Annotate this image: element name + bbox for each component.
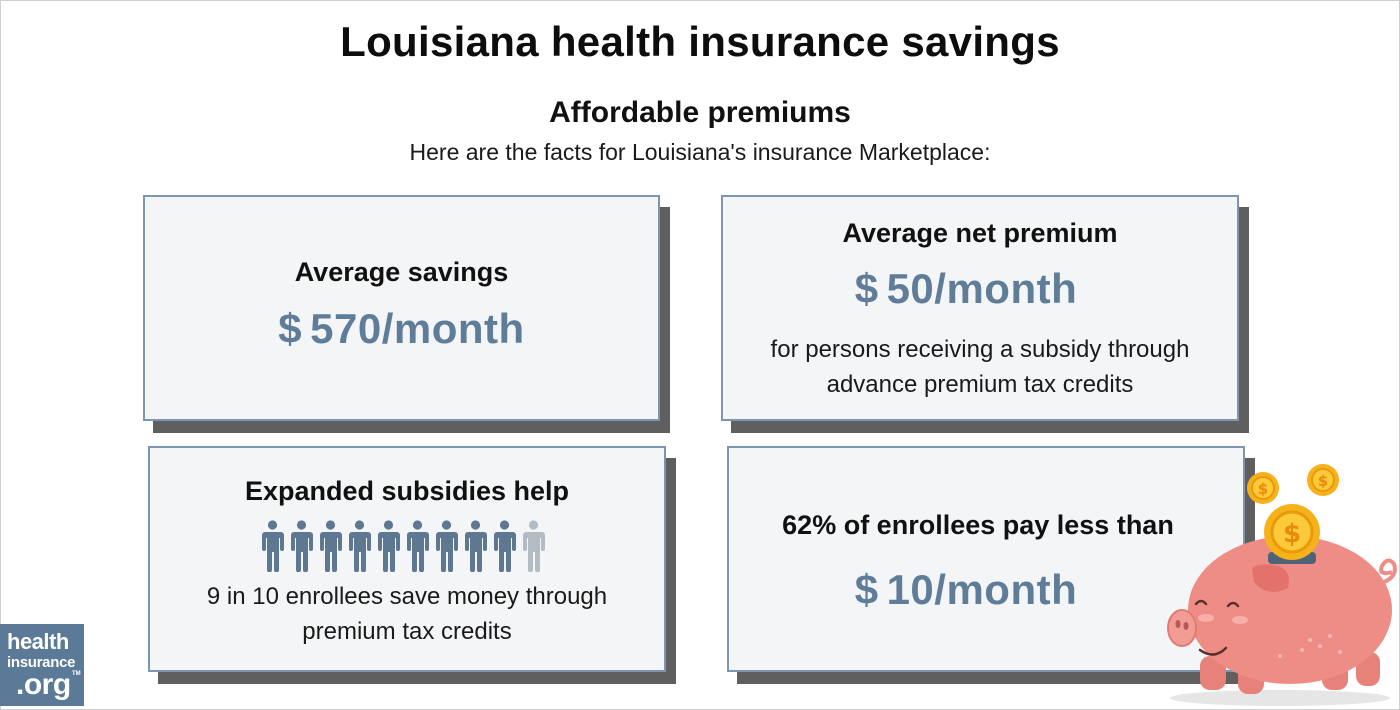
person-icon [320,520,342,572]
currency-symbol: $ [854,566,879,613]
person-icon [291,520,313,572]
person-icon [262,520,284,572]
pig-snout [1167,609,1197,647]
person-icon [407,520,429,572]
person-icon [349,520,371,572]
average-net-premium-heading: Average net premium [842,218,1118,248]
net-premium-description-line-1: for persons receiving a subsidy through [770,336,1190,363]
enrollees-amount: 10/month [886,566,1078,613]
logo-line-3: .org [16,668,71,701]
logo-trademark: TM [72,671,81,677]
subsidies-description-line-1: 9 in 10 enrollees save money through [206,583,608,610]
average-savings-heading: Average savings [294,257,509,287]
logo-line-2: insurance [7,654,76,671]
person-icon [523,520,545,572]
coin-icon: $ [1247,472,1279,504]
svg-text:$: $ [1318,472,1328,490]
pig-shadow [1170,690,1390,706]
currency-symbol: $ [854,265,879,312]
pig-eye [1194,599,1208,606]
person-icon [465,520,487,572]
pig-ear [1252,564,1289,592]
pig-body [1188,536,1392,684]
average-net-premium-value: $50/month [709,265,1223,313]
coin-icon: $ [1264,504,1320,560]
expanded-subsidies-card: Expanded subsidies help 9 in 10 enrollee… [148,446,666,672]
intro-text: Here are the facts for Louisiana's insur… [409,139,991,165]
currency-symbol: $ [278,305,303,352]
piggy-bank-illustration: $ $ $ [1167,464,1397,706]
pig-mouth [1198,646,1228,656]
enrollees-card: 62% of enrollees pay less than $10/month [727,446,1245,672]
pig-tail [1379,558,1397,584]
net-premium-description-line-2: advance premium tax credits [826,371,1134,398]
coin-icon: $ [1307,464,1339,496]
pig-eye [1226,601,1240,608]
person-icon [494,520,516,572]
average-savings-card: Average savings $570/month [143,195,660,421]
average-savings-amount: 570/month [310,305,525,352]
average-net-premium-card: Average net premium $50/month for person… [721,195,1239,421]
svg-text:$: $ [1283,519,1301,549]
average-net-premium-amount: 50/month [886,265,1078,312]
page-title: Louisiana health insurance savings [340,18,1060,65]
person-icon [378,520,400,572]
people-icons [258,520,548,572]
person-icon [436,520,458,572]
enrollees-heading: 62% of enrollees pay less than [782,510,1174,540]
subsidies-description-line-2: premium tax credits [302,618,512,645]
expanded-subsidies-heading: Expanded subsidies help [244,476,570,506]
enrollees-value: $10/month [709,566,1223,614]
page-subtitle: Affordable premiums [549,96,851,129]
logo-line-1: health [7,629,69,654]
healthinsurance-org-logo: health insurance .org TM [0,624,84,706]
average-savings-value: $570/month [145,305,658,353]
svg-text:$: $ [1258,480,1268,498]
